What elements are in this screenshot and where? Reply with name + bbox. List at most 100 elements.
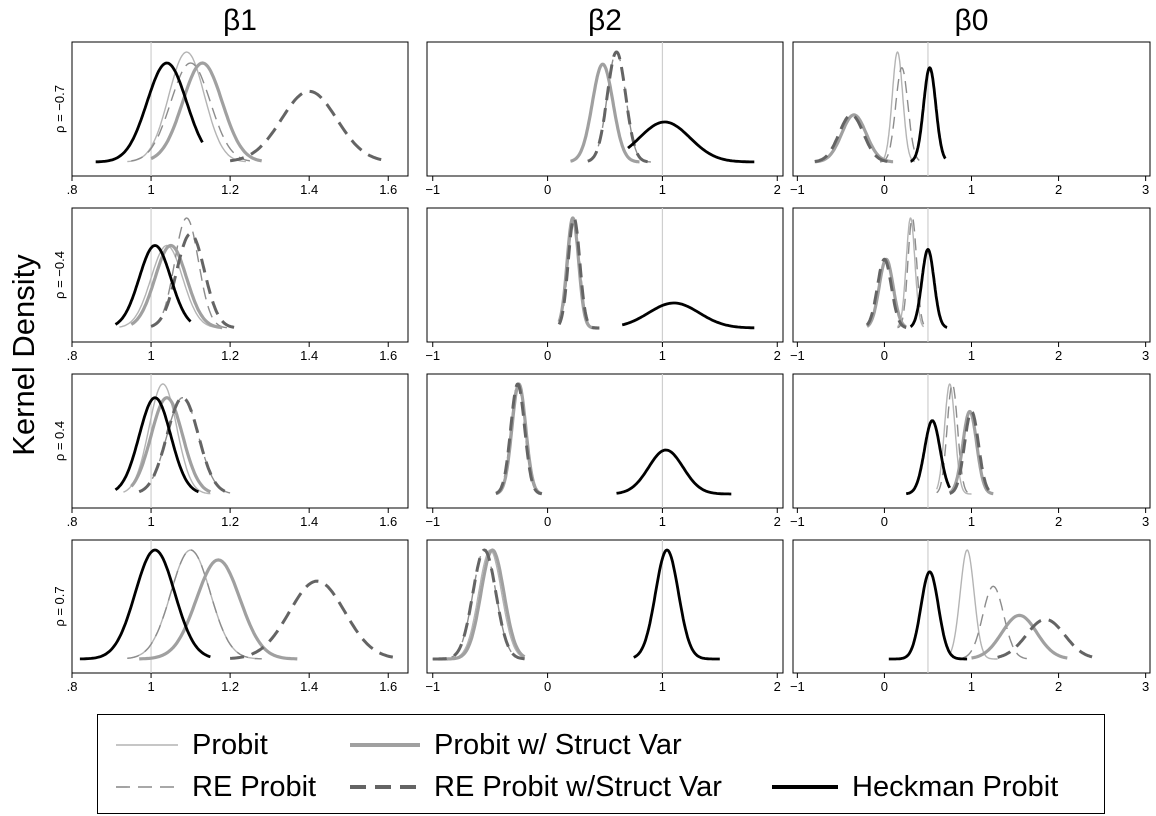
- density-curve-probit-w-struct-var: [971, 613, 1068, 660]
- density-curve-heckman-probit: [905, 419, 951, 496]
- density-curve-probit-w-struct-var: [569, 62, 641, 164]
- x-tick-label: 3: [1142, 182, 1149, 197]
- panel: −1 0 1 2 3: [790, 539, 1151, 694]
- x-tick-label: 0: [544, 348, 551, 363]
- panel: .8 1 1.2 1.4 1.6: [67, 539, 409, 694]
- density-curve-heckman-probit: [633, 548, 721, 661]
- density-curve-probit-w-struct-var: [438, 548, 526, 661]
- x-tick-label: .8: [67, 182, 78, 197]
- density-curve-probit-w-struct-var: [150, 61, 263, 163]
- x-tick-label: −1: [790, 514, 805, 529]
- panel: .8 1 1.2 1.4 1.6: [67, 41, 409, 197]
- panel: −1 0 1 2: [425, 373, 784, 529]
- density-curve-re-probit-w-struct-var: [948, 410, 995, 495]
- x-tick-label: −1: [790, 679, 805, 694]
- density-curve-re-probit-w-struct-var: [814, 113, 890, 164]
- panel-frame: [426, 207, 784, 343]
- panel: .8 1 1.2 1.4 1.6: [67, 207, 409, 363]
- legend-label: Probit: [192, 728, 268, 761]
- legend-item-probit-struct-var: Probit w/ Struct Var: [350, 725, 682, 765]
- x-tick-label: .8: [67, 679, 78, 694]
- row-label: ρ = −0.4: [52, 251, 67, 299]
- x-tick-label: 1: [659, 182, 666, 197]
- density-curve-heckman-probit: [627, 120, 755, 164]
- x-tick-label: 1: [968, 182, 975, 197]
- x-tick-label: 1.2: [221, 679, 239, 694]
- density-curve-heckman-probit: [909, 248, 949, 329]
- x-tick-label: 1.6: [379, 679, 397, 694]
- density-curve-heckman-probit: [888, 570, 968, 661]
- density-curve-re-probit-w-struct-var: [229, 89, 389, 163]
- x-tick-label: 0: [881, 182, 888, 197]
- x-tick-label: −1: [425, 514, 440, 529]
- panel: −1 0 1 2 3: [790, 41, 1151, 197]
- x-tick-label: 1.2: [221, 348, 239, 363]
- density-curve-heckman-probit: [95, 61, 204, 164]
- density-curve-re-probit-w-struct-var: [230, 579, 401, 660]
- density-curve-re-probit: [879, 67, 920, 163]
- x-tick-label: −1: [425, 182, 440, 197]
- column-title: β0: [955, 4, 989, 37]
- x-tick-label: 0: [881, 348, 888, 363]
- legend: Probit Probit w/ Struct Var RE Probit RE…: [97, 714, 1105, 814]
- density-curve-probit-w-struct-var: [948, 409, 995, 496]
- panel-frame: [426, 373, 784, 509]
- x-tick-label: 1.6: [379, 348, 397, 363]
- panel-frame: [71, 41, 409, 177]
- panel-frame: [71, 373, 409, 509]
- density-curve-probit-w-struct-var: [814, 113, 894, 164]
- x-tick-label: 0: [544, 514, 551, 529]
- panel: .8 1 1.2 1.4 1.6: [67, 373, 409, 529]
- density-curve-re-probit-w-struct-var: [557, 216, 601, 330]
- legend-item-heckman-probit: Heckman Probit: [772, 767, 1058, 807]
- panel-frame: [792, 373, 1151, 509]
- density-curve-heckman-probit: [114, 396, 200, 494]
- x-tick-label: 2: [774, 348, 781, 363]
- legend-item-probit: Probit: [116, 725, 268, 765]
- x-tick-label: 2: [774, 182, 781, 197]
- kernel-density-grid: β1 β2 β0 ρ = −0.7 .8 1 1.2 1.4 1.6 −1 0 1 2 −1 0 1 2 3 ρ …: [6, 4, 1151, 694]
- density-curve-re-probit-w-struct-var: [495, 382, 543, 496]
- x-tick-label: 2: [1055, 348, 1062, 363]
- x-tick-label: 1: [147, 348, 154, 363]
- density-curve-heckman-probit: [621, 301, 755, 330]
- x-tick-label: 1.2: [221, 182, 239, 197]
- x-tick-label: 2: [774, 679, 781, 694]
- y-axis-title: Kernel Density: [6, 254, 41, 456]
- panel-frame: [71, 207, 409, 343]
- x-tick-label: 1.4: [300, 514, 318, 529]
- x-tick-label: −1: [425, 679, 440, 694]
- x-tick-label: 2: [1055, 514, 1062, 529]
- x-tick-label: −1: [790, 348, 805, 363]
- x-tick-label: 1: [659, 514, 666, 529]
- panel: −1 0 1 2: [425, 539, 784, 694]
- density-curve-probit-w-struct-var: [130, 243, 223, 330]
- x-tick-label: 1.6: [379, 182, 397, 197]
- density-curve-probit: [127, 51, 246, 163]
- x-tick-label: 0: [881, 679, 888, 694]
- panel: −1 0 1 2 3: [790, 373, 1151, 529]
- density-curve-re-probit-w-struct-var: [587, 50, 652, 164]
- x-tick-label: 1: [147, 182, 154, 197]
- density-curve-heckman-probit: [909, 66, 947, 163]
- density-curve-probit: [879, 51, 916, 163]
- density-curve-probit: [936, 383, 972, 495]
- x-tick-label: 3: [1142, 348, 1149, 363]
- x-tick-label: 1: [659, 348, 666, 363]
- density-curve-heckman-probit: [114, 244, 192, 326]
- x-tick-label: 1.6: [379, 514, 397, 529]
- legend-item-re-probit-struct-var: RE Probit w/Struct Var: [350, 767, 722, 807]
- x-tick-label: 1: [968, 348, 975, 363]
- column-title: β1: [223, 4, 257, 37]
- x-tick-label: −1: [425, 348, 440, 363]
- x-tick-label: 1.4: [300, 348, 318, 363]
- x-tick-label: .8: [67, 348, 78, 363]
- x-tick-label: .8: [67, 514, 78, 529]
- legend-item-re-probit: RE Probit: [116, 767, 316, 807]
- x-tick-label: −1: [790, 182, 805, 197]
- panel-frame: [71, 539, 409, 674]
- row-label: ρ = 0.7: [52, 586, 67, 626]
- density-curve-probit-w-struct-var: [130, 396, 211, 494]
- legend-label: RE Probit: [192, 770, 317, 803]
- row-label: ρ = −0.7: [52, 85, 67, 133]
